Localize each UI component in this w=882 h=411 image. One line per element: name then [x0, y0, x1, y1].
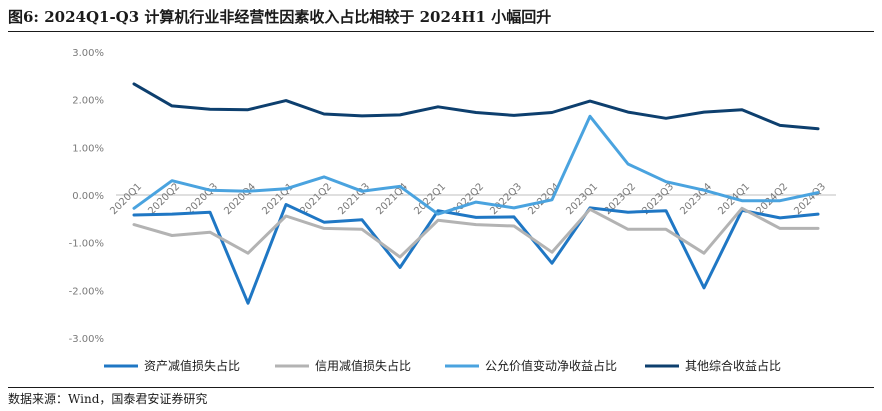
legend-label: 资产减值损失占比	[144, 358, 240, 373]
legend-label: 其他综合收益占比	[685, 358, 781, 373]
x-tick-label: 2024Q3	[792, 181, 828, 217]
y-tick-label: -2.00%	[69, 286, 104, 297]
y-tick-label: 1.00%	[72, 143, 104, 154]
series-lines	[132, 82, 820, 305]
x-tick-label: 2020Q1	[108, 181, 144, 217]
footer-divider	[8, 387, 874, 388]
source-note: 数据来源：Wind，国泰君安证券研究	[8, 392, 208, 406]
y-tick-label: -3.00%	[69, 334, 104, 345]
title-divider	[8, 31, 874, 32]
y-axis: 3.00% 2.00% 1.00% 0.00% -1.00% -2.00% -3.00%	[69, 48, 104, 345]
y-tick-label: -1.00%	[69, 239, 104, 250]
legend: 资产减值损失占比 信用减值损失占比 公允价值变动净收益占比 其他综合收益占比	[104, 358, 781, 373]
series-line	[132, 203, 820, 305]
series-line	[132, 82, 820, 131]
legend-label: 公允价值变动净收益占比	[485, 358, 617, 373]
x-axis: 2020Q1 2020Q2 2020Q3 2020Q4 2021Q1 2021Q2 2021…	[108, 181, 836, 217]
series-line	[132, 114, 820, 216]
x-tick-label: 2020Q4	[222, 181, 258, 217]
legend-label: 信用减值损失占比	[315, 358, 411, 373]
x-tick-label: 2022Q2	[450, 181, 486, 217]
x-tick-label: 2022Q3	[488, 181, 524, 217]
y-tick-label: 3.00%	[72, 48, 104, 59]
y-tick-label: 0.00%	[72, 191, 104, 202]
figure-title: 图6: 2024Q1-Q3 计算机行业非经营性因素收入占比相较于 2024H1 …	[8, 8, 552, 26]
y-tick-label: 2.00%	[72, 96, 104, 107]
series-line	[132, 206, 820, 259]
